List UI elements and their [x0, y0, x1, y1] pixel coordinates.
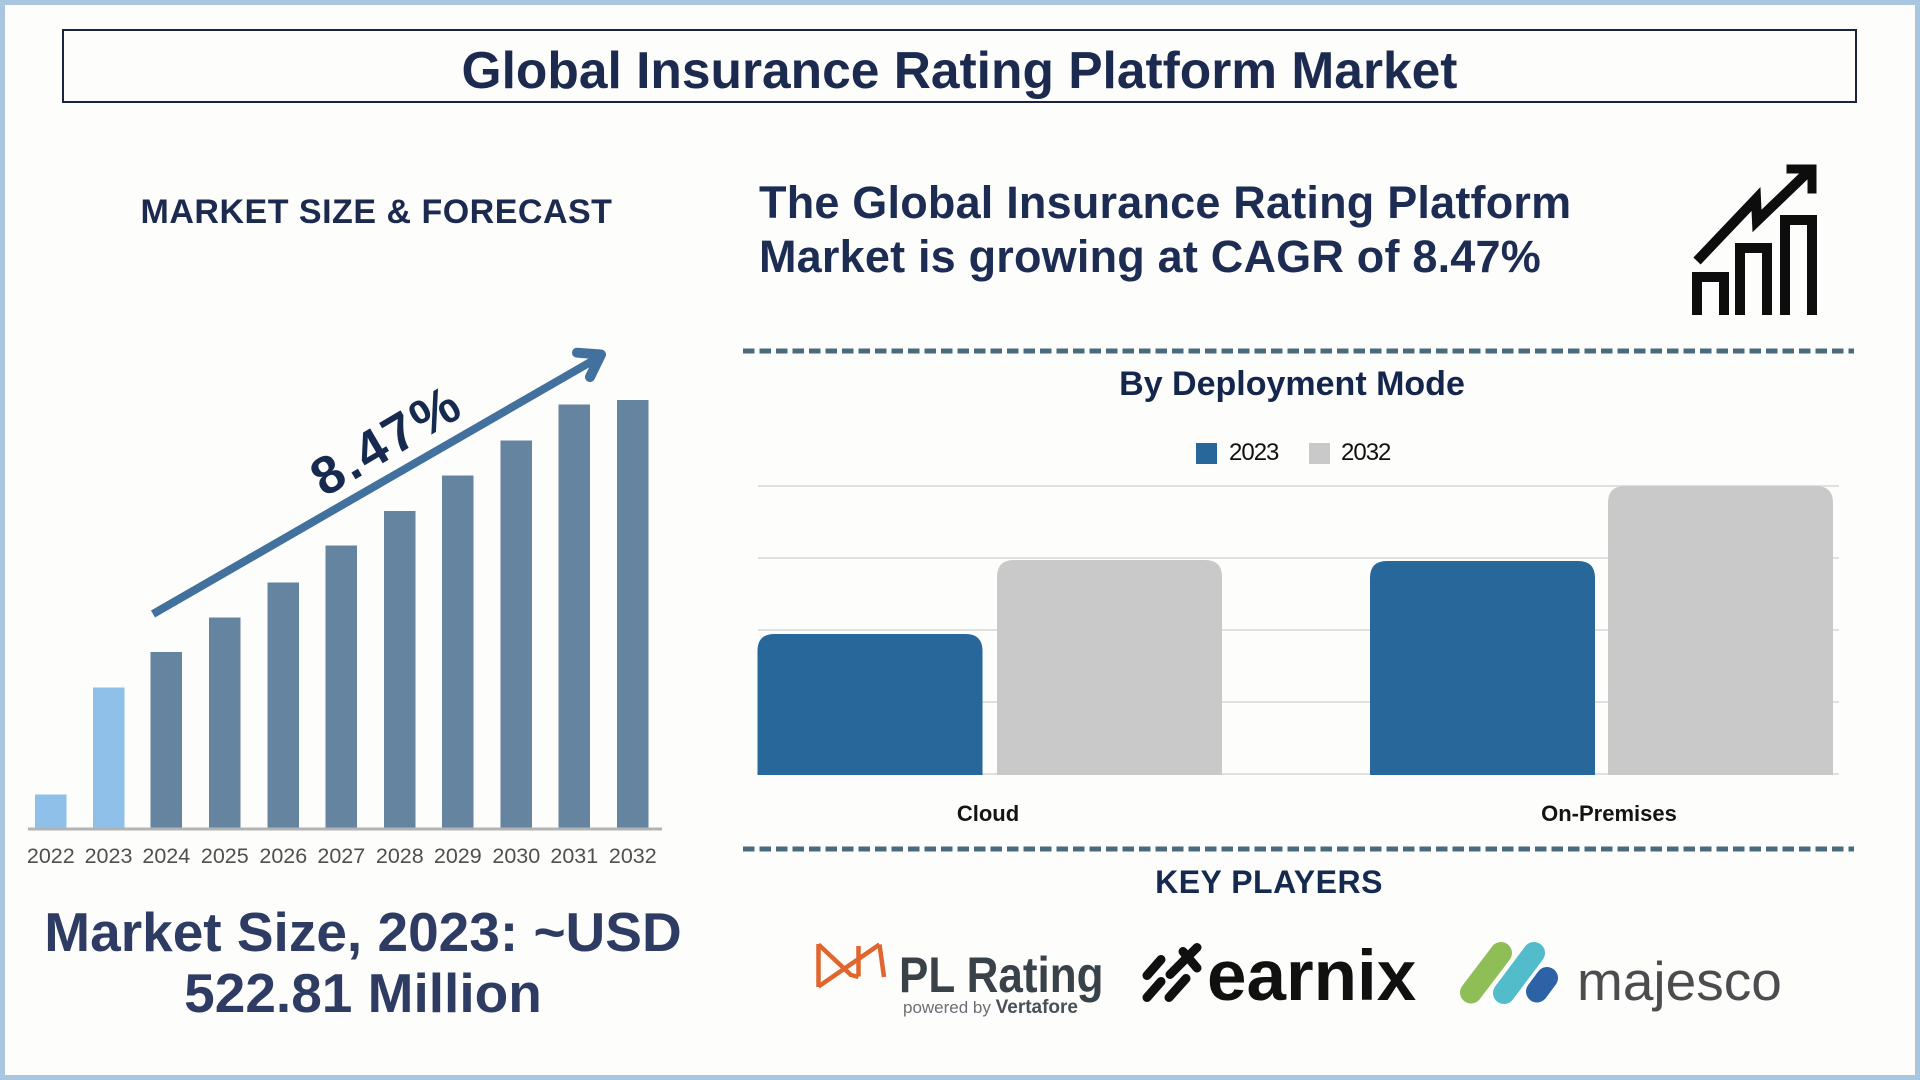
svg-text:2030: 2030 [492, 844, 540, 868]
svg-text:2023: 2023 [85, 844, 133, 868]
svg-text:2025: 2025 [201, 844, 249, 868]
svg-text:2026: 2026 [259, 844, 307, 868]
svg-text:2029: 2029 [434, 844, 482, 868]
svg-text:2022: 2022 [27, 844, 75, 868]
svg-text:2028: 2028 [376, 844, 424, 868]
svg-text:2024: 2024 [142, 844, 190, 868]
svg-text:2027: 2027 [317, 844, 365, 868]
svg-text:2032: 2032 [609, 844, 657, 868]
svg-text:2031: 2031 [550, 844, 598, 868]
